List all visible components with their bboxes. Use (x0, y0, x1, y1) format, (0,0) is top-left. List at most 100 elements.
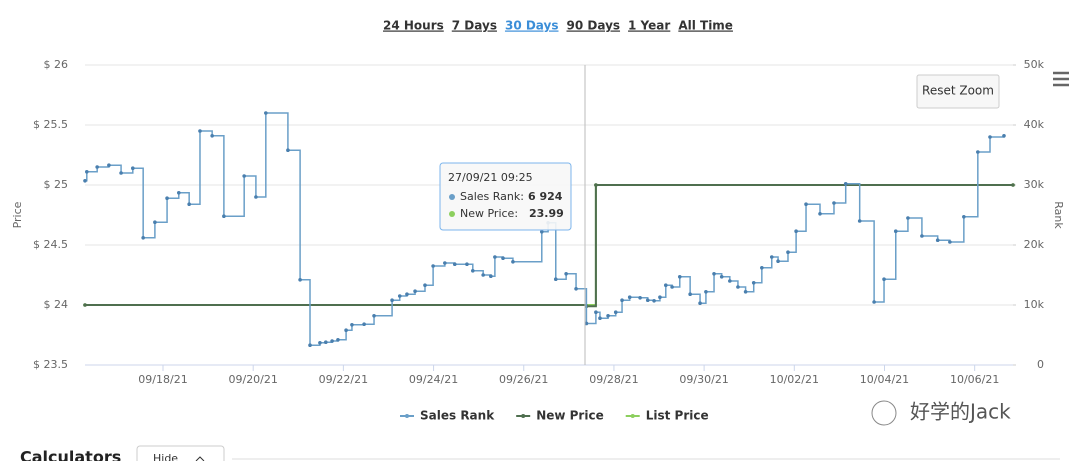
data-point (330, 339, 334, 343)
legend-marker (521, 414, 526, 418)
data-point (308, 343, 312, 348)
calculators-title: Calculators (20, 448, 121, 462)
data-point (1002, 134, 1006, 138)
data-point (187, 202, 191, 206)
data-point (153, 220, 157, 224)
data-point (786, 250, 790, 254)
y-axis-title: Price (11, 201, 24, 228)
data-point (405, 292, 409, 297)
data-point (843, 182, 848, 186)
data-point (493, 255, 497, 259)
data-point (976, 150, 980, 154)
data-point (539, 230, 544, 234)
data-point (350, 323, 354, 327)
data-point (1011, 183, 1015, 187)
data-point (397, 294, 402, 298)
range-button[interactable]: 30 Days (505, 19, 559, 33)
chevron-icon (195, 456, 205, 462)
data-point (794, 229, 798, 233)
range-button[interactable]: 7 Days (452, 19, 497, 33)
data-point (935, 238, 940, 242)
data-point (920, 234, 924, 238)
data-point (906, 216, 910, 220)
x-tick-label: 09/26/21 (499, 373, 548, 386)
data-point (712, 272, 716, 276)
range-button[interactable]: 24 Hours (383, 19, 444, 33)
data-point (95, 165, 99, 169)
data-point (760, 266, 764, 270)
y2-tick-label: 50k (1024, 58, 1045, 71)
data-point (553, 277, 558, 282)
range-button[interactable]: 90 Days (567, 19, 621, 33)
y2-tick-label: 30k (1024, 178, 1045, 191)
data-point (564, 272, 568, 276)
tooltip-rank: 6 924 (528, 190, 563, 203)
range-bar: 24 Hours 7 Days 30 Days 90 Days 1 Year All Ti… (383, 19, 733, 33)
data-point (344, 328, 348, 333)
data-point (286, 148, 290, 152)
data-point (677, 275, 682, 279)
range-button[interactable]: 1 Year (628, 19, 670, 33)
y-tick-label: $ 25.5 (33, 118, 68, 131)
data-point (390, 298, 394, 303)
data-point (606, 314, 610, 318)
data-point (736, 285, 740, 289)
x-tick-label: 09/28/21 (589, 373, 638, 386)
watermark: 好学的Jack (910, 400, 1011, 424)
data-point (119, 171, 123, 175)
x-tick-label: 09/20/21 (228, 373, 277, 386)
data-point (663, 283, 668, 288)
series-line (85, 184, 1013, 308)
x-tick-label: 10/02/21 (770, 373, 819, 386)
data-point (962, 215, 966, 219)
data-point (83, 303, 87, 307)
y2-tick-label: 0 (1037, 358, 1044, 371)
data-point (85, 170, 89, 174)
data-point (222, 214, 226, 218)
data-point (594, 310, 598, 315)
legend: Sales Rank New Price List Price (400, 409, 709, 423)
y-tick-label: $ 23.5 (33, 358, 68, 371)
reset-zoom-label[interactable]: Reset Zoom (922, 84, 994, 98)
data-point (751, 281, 756, 285)
x-tick-label: 10/06/21 (950, 373, 999, 386)
range-button[interactable]: All Time (678, 19, 733, 33)
data-point (372, 314, 376, 318)
data-point (452, 262, 457, 267)
legend-label[interactable]: New Price (536, 409, 604, 423)
data-point (481, 273, 485, 277)
data-point (165, 196, 169, 200)
tooltip-date: 27/09/21 09:25 (448, 171, 533, 184)
hide-label[interactable]: Hide (153, 452, 178, 465)
hide-button[interactable] (136, 445, 225, 465)
x-tick-label: 09/18/21 (138, 373, 187, 386)
data-point (620, 298, 624, 303)
data-point (988, 135, 992, 139)
y2-tick-label: 10k (1024, 298, 1045, 311)
menu-icon[interactable] (1053, 71, 1069, 87)
data-point (594, 183, 598, 187)
legend-label[interactable]: Sales Rank (420, 409, 495, 423)
data-point (431, 264, 435, 268)
legend-marker (630, 414, 635, 418)
data-point (465, 262, 469, 267)
x-tick-label: 09/30/21 (679, 373, 728, 386)
data-point (336, 338, 340, 342)
y2-axis-title: Rank (1052, 201, 1065, 229)
data-point (769, 255, 774, 259)
legend-marker (405, 414, 409, 418)
data-point (882, 277, 886, 282)
data-point (857, 219, 862, 223)
plot (83, 111, 1015, 348)
data-point (627, 295, 632, 300)
reset-zoom-button[interactable] (916, 74, 1000, 109)
data-point (83, 179, 87, 183)
data-point (658, 295, 662, 300)
data-point (210, 134, 214, 138)
legend-label[interactable]: List Price (646, 409, 709, 423)
data-point (574, 287, 578, 291)
data-point (719, 275, 724, 279)
y-tick-label: $ 26 (44, 58, 69, 71)
data-point (698, 301, 702, 306)
